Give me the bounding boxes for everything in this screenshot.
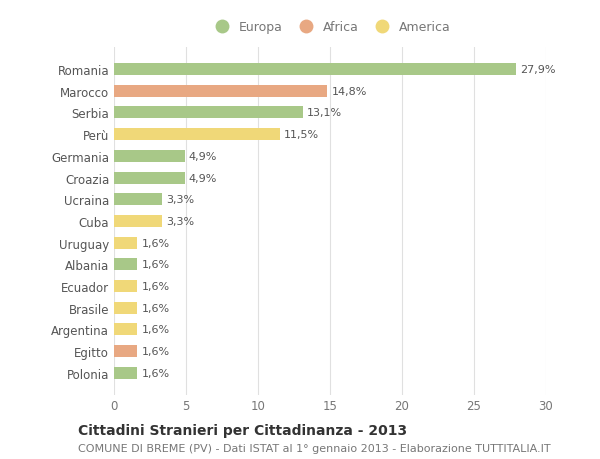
- Text: 27,9%: 27,9%: [520, 65, 556, 75]
- Text: 1,6%: 1,6%: [142, 281, 169, 291]
- Text: 4,9%: 4,9%: [189, 173, 217, 183]
- Text: 1,6%: 1,6%: [142, 238, 169, 248]
- Bar: [114, 237, 137, 249]
- Bar: [114, 367, 137, 379]
- Text: 1,6%: 1,6%: [142, 368, 169, 378]
- Bar: [114, 172, 185, 184]
- Text: COMUNE DI BREME (PV) - Dati ISTAT al 1° gennaio 2013 - Elaborazione TUTTITALIA.I: COMUNE DI BREME (PV) - Dati ISTAT al 1° …: [78, 443, 551, 453]
- Bar: [114, 346, 137, 358]
- Bar: [114, 85, 327, 97]
- Text: 13,1%: 13,1%: [307, 108, 342, 118]
- Bar: [114, 280, 137, 292]
- Bar: [114, 302, 137, 314]
- Bar: [114, 259, 137, 271]
- Text: 14,8%: 14,8%: [331, 87, 367, 96]
- Text: 3,3%: 3,3%: [166, 195, 194, 205]
- Text: 11,5%: 11,5%: [284, 130, 319, 140]
- Text: Cittadini Stranieri per Cittadinanza - 2013: Cittadini Stranieri per Cittadinanza - 2…: [78, 423, 407, 437]
- Text: 1,6%: 1,6%: [142, 325, 169, 335]
- Text: 3,3%: 3,3%: [166, 217, 194, 226]
- Text: 4,9%: 4,9%: [189, 151, 217, 162]
- Text: 1,6%: 1,6%: [142, 303, 169, 313]
- Bar: [114, 129, 280, 141]
- Bar: [114, 64, 516, 76]
- Bar: [114, 194, 161, 206]
- Text: 1,6%: 1,6%: [142, 260, 169, 270]
- Legend: Europa, Africa, America: Europa, Africa, America: [204, 17, 456, 39]
- Text: 1,6%: 1,6%: [142, 347, 169, 356]
- Bar: [114, 151, 185, 162]
- Bar: [114, 107, 302, 119]
- Bar: [114, 216, 161, 227]
- Bar: [114, 324, 137, 336]
